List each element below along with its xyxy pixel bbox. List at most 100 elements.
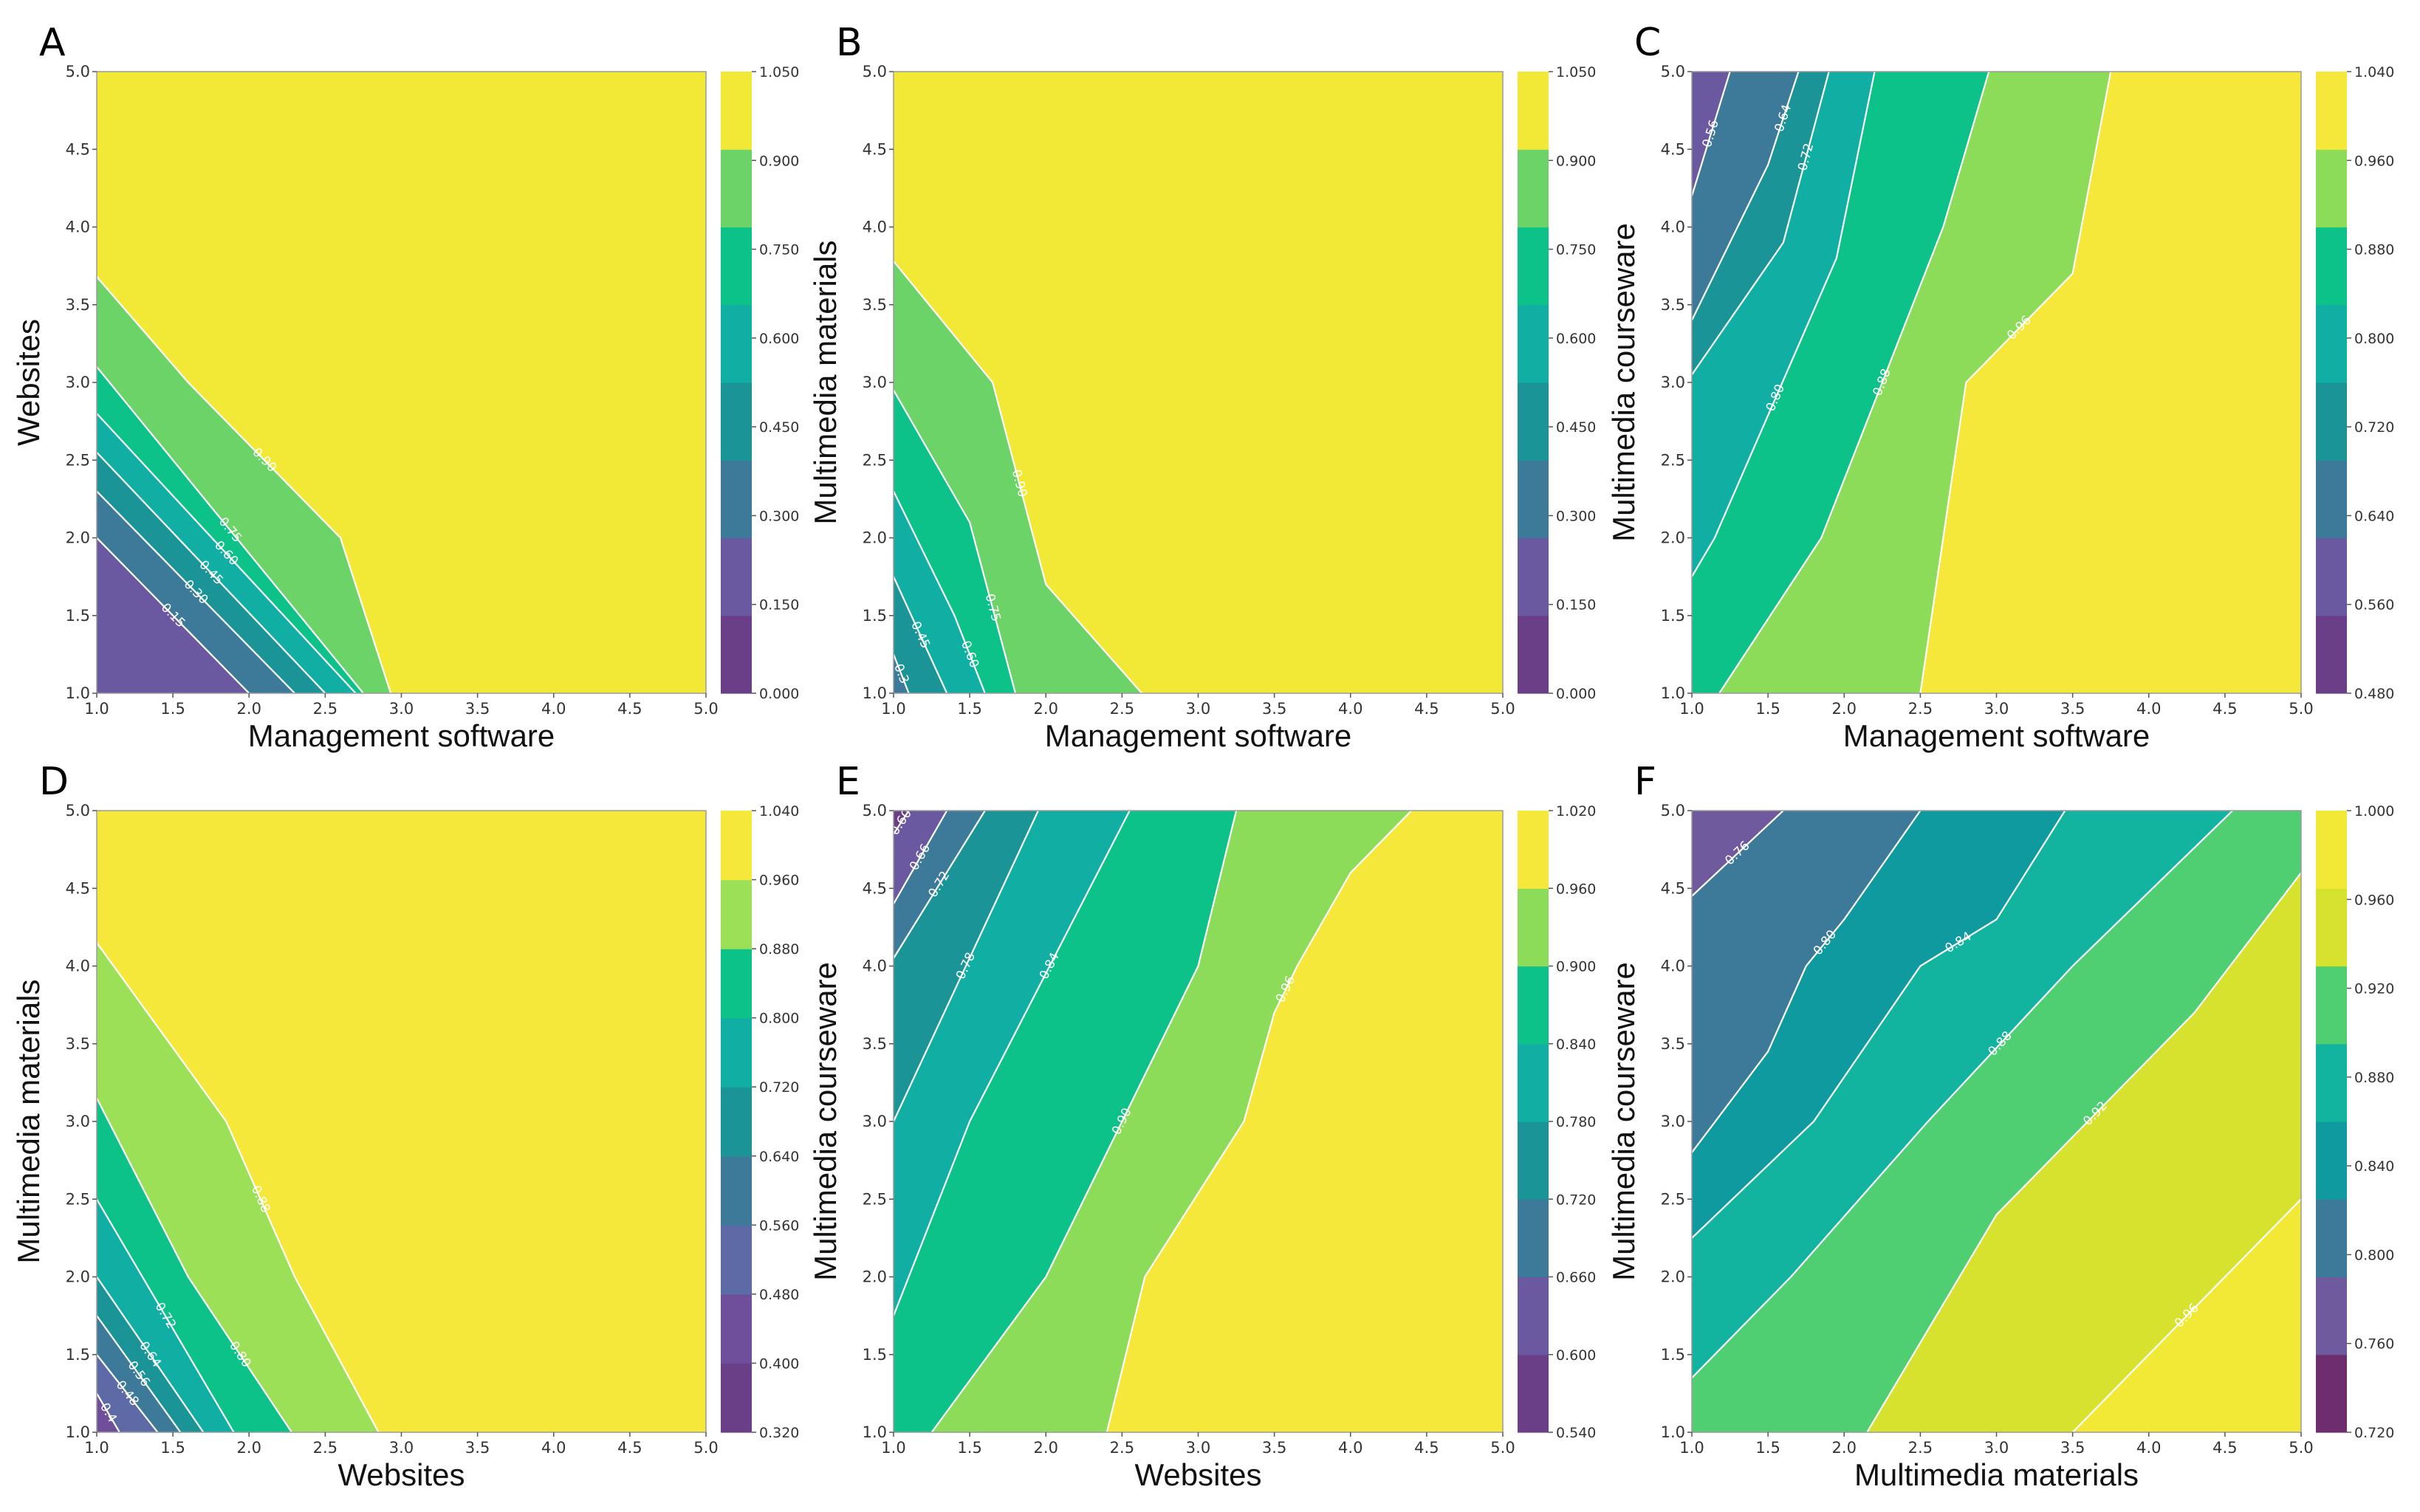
x-tick-label: 2.0 — [1832, 1439, 1857, 1457]
colorbar-tick-label: 1.050 — [1556, 64, 1596, 80]
contour-line — [97, 942, 380, 1432]
contour-line — [97, 276, 392, 693]
colorbar-tick-label: 1.040 — [759, 803, 799, 819]
y-tick-label: 4.0 — [66, 958, 90, 975]
colorbar-swatch — [721, 537, 752, 616]
x-tick-label: 2.5 — [1110, 1439, 1134, 1457]
colorbar-swatch — [721, 1293, 752, 1364]
contour-band — [1692, 811, 1921, 1153]
colorbar-swatch — [1518, 1121, 1549, 1200]
x-tick-label: 4.0 — [1338, 700, 1362, 718]
colorbar-tick-label: 0.640 — [2354, 508, 2394, 524]
colorbar-tick-label: 0.920 — [2354, 981, 2394, 997]
colorbar-swatch — [721, 1155, 752, 1226]
contour-line — [97, 537, 250, 693]
colorbar-tick-label: 0.760 — [2354, 1336, 2394, 1353]
y-tick-label: 1.0 — [66, 1423, 90, 1441]
colorbar-swatch — [2316, 149, 2347, 228]
y-tick-label: 3.0 — [66, 1113, 90, 1130]
colorbar-swatch — [2316, 1354, 2347, 1433]
x-tick-label: 4.0 — [541, 700, 566, 718]
colorbar-tick-label: 0.800 — [2354, 1247, 2394, 1263]
colorbar-swatch — [721, 1017, 752, 1087]
y-tick-label: 2.0 — [863, 1268, 887, 1286]
y-tick-label: 3.5 — [66, 296, 90, 314]
contour-line — [1692, 811, 1784, 897]
plot-area: 0.56 0.640.720.80 0.880.96 — [1692, 72, 2301, 693]
colorbar-swatch — [721, 1087, 752, 1157]
colorbar-tick-label: 0.450 — [1556, 419, 1596, 436]
colorbar-swatch — [1518, 1354, 1549, 1433]
x-tick-label: 5.0 — [1490, 1439, 1515, 1457]
colorbar-tick-label: 0.880 — [759, 941, 799, 958]
colorbar-swatch — [2316, 1043, 2347, 1122]
contour-line — [97, 1276, 205, 1432]
x-axis-label: Management software — [1843, 718, 2150, 753]
contour-line — [1919, 72, 2112, 693]
x-axis-label: Management software — [248, 718, 555, 753]
x-axis-label: Websites — [338, 1457, 465, 1492]
x-tick-label: 4.0 — [2136, 1439, 2161, 1457]
contour-line — [894, 576, 948, 693]
contour-line — [97, 1392, 120, 1432]
x-tick-label: 2.0 — [1832, 700, 1857, 718]
x-tick-label: 3.5 — [465, 700, 490, 718]
contour-line — [930, 811, 1238, 1432]
y-tick-label: 2.5 — [863, 451, 887, 469]
colorbar-tick-label: 0.840 — [2354, 1158, 2394, 1175]
y-tick-label: 4.0 — [863, 958, 887, 975]
y-tick-label: 3.5 — [1661, 296, 1685, 314]
colorbar-swatch — [2316, 537, 2347, 616]
x-tick-label: 3.0 — [389, 700, 414, 718]
y-tick-label: 1.5 — [1661, 607, 1685, 625]
y-tick-label: 3.0 — [1661, 374, 1685, 391]
colorbar-swatch — [2316, 1276, 2347, 1355]
contour-line — [894, 490, 986, 693]
y-axis-label: Multimedia materials — [808, 240, 843, 524]
x-tick-label: 2.5 — [1908, 700, 1933, 718]
plot-area: 0.760.80 0.840.880.920.96 — [1692, 811, 2301, 1432]
x-tick-label: 3.5 — [2060, 1439, 2085, 1457]
x-tick-label: 3.0 — [1186, 700, 1210, 718]
contour-line — [894, 811, 1039, 1122]
y-tick-label: 5.0 — [1661, 802, 1685, 819]
colorbar-swatch — [2316, 811, 2347, 889]
colorbar-tick-label: 0.450 — [759, 419, 799, 436]
x-tick-label: 4.5 — [2212, 700, 2237, 718]
colorbar-swatch — [1518, 149, 1549, 228]
colorbar-swatch — [2316, 227, 2347, 306]
plot-area: 0.40.480.560.640.720.800.88 — [97, 811, 706, 1432]
colorbar-tick-label: 0.640 — [759, 1149, 799, 1165]
y-tick-label: 3.5 — [66, 1035, 90, 1053]
x-tick-label: 1.0 — [881, 700, 905, 718]
panel-letter: B — [836, 21, 863, 65]
colorbar-swatch — [721, 304, 752, 383]
colorbar-swatch — [2316, 615, 2347, 694]
colorbar-swatch — [721, 811, 752, 881]
colorbar-tick-label: 0.000 — [1556, 686, 1596, 702]
x-tick-label: 4.0 — [541, 1439, 566, 1457]
colorbar-swatch — [1518, 304, 1549, 383]
x-tick-label: 4.0 — [2136, 700, 2161, 718]
y-tick-label: 4.5 — [863, 140, 887, 158]
colorbar-swatch — [1518, 537, 1549, 616]
y-tick-label: 5.0 — [1661, 63, 1685, 80]
panel-E: 0.600.660.720.78 0.840.900.96 1.0 1.5 2.0 2.5… — [808, 760, 1596, 1492]
y-axis-label: Websites — [11, 319, 46, 446]
y-tick-label: 2.5 — [1661, 1190, 1685, 1208]
y-axis-label: Multimedia materials — [11, 979, 46, 1263]
plot-area: 0.600.660.720.78 0.840.900.96 — [894, 811, 1503, 1432]
colorbar-swatch — [1518, 227, 1549, 306]
y-tick-label: 1.5 — [66, 607, 90, 625]
colorbar-swatch — [2316, 888, 2347, 967]
panel-letter: C — [1634, 21, 1661, 65]
plot-area: 0.150.300.450.600.750.90 — [97, 72, 706, 693]
colorbar-swatch — [721, 149, 752, 228]
contour-line — [894, 261, 1143, 693]
colorbar-tick-label: 0.800 — [2354, 331, 2394, 347]
colorbar-swatch — [2316, 382, 2347, 461]
panel-letter: E — [836, 760, 860, 804]
x-tick-label: 3.5 — [1262, 1439, 1286, 1457]
x-tick-label: 5.0 — [2289, 700, 2313, 718]
